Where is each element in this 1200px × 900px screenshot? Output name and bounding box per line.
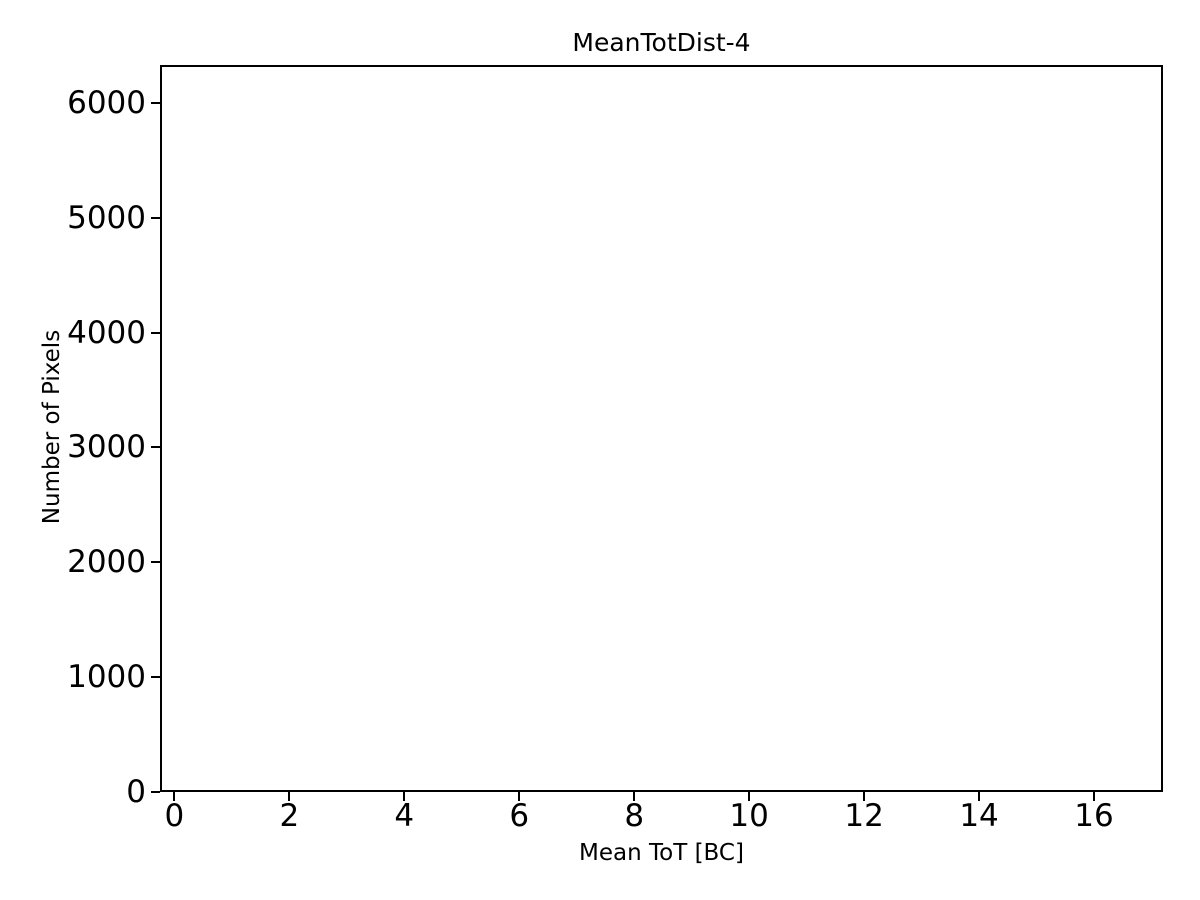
x-tick-mark [1093,792,1096,801]
chart-title: MeanTotDist-4 [572,28,751,57]
x-tick-label: 12 [844,798,884,834]
x-axis-label: Mean ToT [BC] [579,840,744,866]
x-tick-mark [288,792,291,801]
y-tick-label: 0 [126,774,146,810]
y-tick-mark [151,446,160,449]
y-axis-label: Number of Pixels [39,329,65,525]
y-tick-label: 6000 [67,84,146,121]
x-tick-label: 6 [509,798,530,834]
x-tick-label: 2 [279,798,300,834]
x-tick-label: 4 [394,798,415,834]
x-tick-mark [633,792,636,801]
x-tick-mark [403,792,406,801]
y-tick-label: 1000 [67,659,146,696]
y-tick-mark [151,561,160,564]
x-tick-label: 10 [729,798,769,834]
x-tick-label: 0 [164,798,185,834]
plot-area [160,65,1163,792]
y-tick-label: 5000 [67,199,146,236]
x-tick-mark [748,792,751,801]
x-tick-label: 14 [959,798,999,834]
x-tick-label: 16 [1074,798,1114,834]
y-tick-label: 3000 [67,429,146,466]
y-tick-mark [151,676,160,679]
x-tick-label: 8 [624,798,645,834]
y-tick-mark [151,331,160,334]
x-tick-mark [863,792,866,801]
y-tick-label: 4000 [67,314,146,351]
y-tick-label: 2000 [67,544,146,581]
y-tick-mark [151,101,160,104]
y-tick-mark [151,216,160,219]
x-tick-mark [978,792,981,801]
x-tick-mark [518,792,521,801]
x-tick-mark [173,792,176,801]
y-tick-mark [151,791,160,793]
